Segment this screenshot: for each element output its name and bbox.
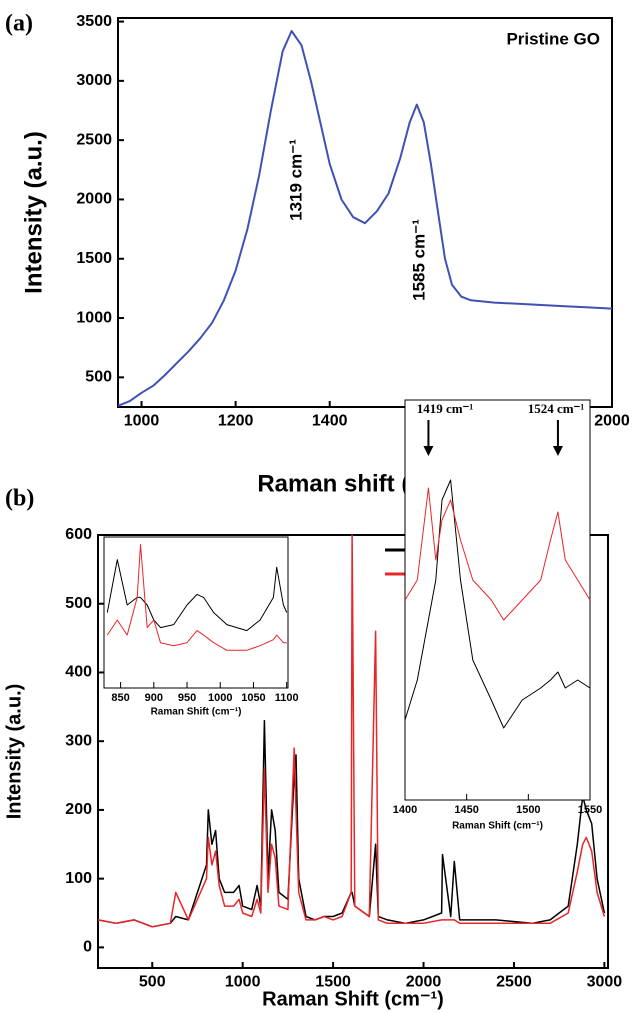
annotation: 1524 cm⁻¹	[528, 401, 585, 416]
line-series	[117, 30, 613, 407]
y-tick-label: 400	[65, 664, 92, 681]
panel-label: (a)	[5, 11, 33, 37]
x-tick-label: 3000	[587, 974, 623, 991]
annotation: 1419 cm⁻¹	[417, 401, 474, 416]
x-tick-label: 1100	[275, 692, 299, 704]
y-tick-label: 300	[65, 732, 92, 749]
x-tick-label: 1400	[312, 413, 348, 430]
line-series	[404, 479, 591, 729]
y-tick-label: 1500	[76, 250, 112, 267]
x-axis-label: Raman Shift (cm⁻¹)	[262, 988, 444, 1010]
inset: 1400 1450 1500 1550 Raman Shift (cm⁻¹) 1419 c…	[393, 399, 602, 832]
x-tick-label: 1000	[124, 413, 160, 430]
annotation-arrow-head	[552, 446, 563, 456]
x-tick-label: 2500	[496, 974, 532, 991]
x-tick-label: 1550	[578, 804, 602, 816]
x-tick-label: 1400	[393, 804, 417, 816]
y-tick-label: 200	[65, 801, 92, 818]
x-tick-label: 850	[111, 692, 129, 704]
panel: 1000120014001600180020005001000150020002…	[5, 11, 630, 498]
x-tick-label: 500	[139, 974, 166, 991]
x-tick-label: 950	[178, 692, 196, 704]
y-tick-label: 100	[65, 870, 92, 887]
x-tick-label: 900	[145, 692, 163, 704]
x-tick-label: 1000	[208, 692, 232, 704]
y-tick-label: 500	[65, 595, 92, 612]
annotation: 1585 cm⁻¹	[409, 219, 428, 301]
legend-label: Pristine GO	[506, 29, 600, 48]
y-tick-label: 0	[83, 939, 92, 956]
plot-frame	[404, 399, 591, 801]
x-axis-label: Raman Shift (cm⁻¹)	[452, 821, 543, 832]
plot-frame	[117, 17, 613, 408]
y-tick-label: 2500	[76, 131, 112, 148]
x-tick-label: 1500	[315, 974, 351, 991]
x-tick-label: 1200	[218, 413, 254, 430]
annotation-arrow-head	[423, 446, 434, 456]
y-axis-label: Intensity (a.u.)	[20, 131, 47, 294]
annotation: 1319 cm⁻¹	[286, 139, 305, 221]
y-tick-label: 3000	[76, 72, 112, 89]
y-tick-label: 500	[85, 369, 112, 386]
x-tick-label: 1050	[241, 692, 265, 704]
line-series	[97, 719, 606, 928]
y-tick-label: 2000	[76, 191, 112, 208]
y-axis-label: Intensity (a.u.)	[3, 684, 25, 820]
y-tick-label: 3500	[76, 13, 112, 30]
x-tick-label: 2000	[406, 974, 442, 991]
x-tick-label: 2000	[594, 413, 630, 430]
line-series	[106, 559, 288, 632]
x-axis-label: Raman Shift (cm⁻¹)	[151, 707, 242, 718]
plot-frame	[103, 536, 289, 689]
y-tick-label: 600	[65, 526, 92, 543]
x-tick-label: 1450	[454, 804, 478, 816]
line-series	[404, 487, 591, 621]
inset: 850 900 950 1000 1050 1100 Raman Shift (cm⁻¹)	[103, 536, 299, 718]
line-series	[97, 534, 606, 928]
y-tick-label: 1000	[76, 309, 112, 326]
line-series	[106, 544, 287, 651]
x-tick-label: 1500	[516, 804, 540, 816]
panel-label: (b)	[5, 486, 34, 512]
x-tick-label: 1000	[225, 974, 261, 991]
